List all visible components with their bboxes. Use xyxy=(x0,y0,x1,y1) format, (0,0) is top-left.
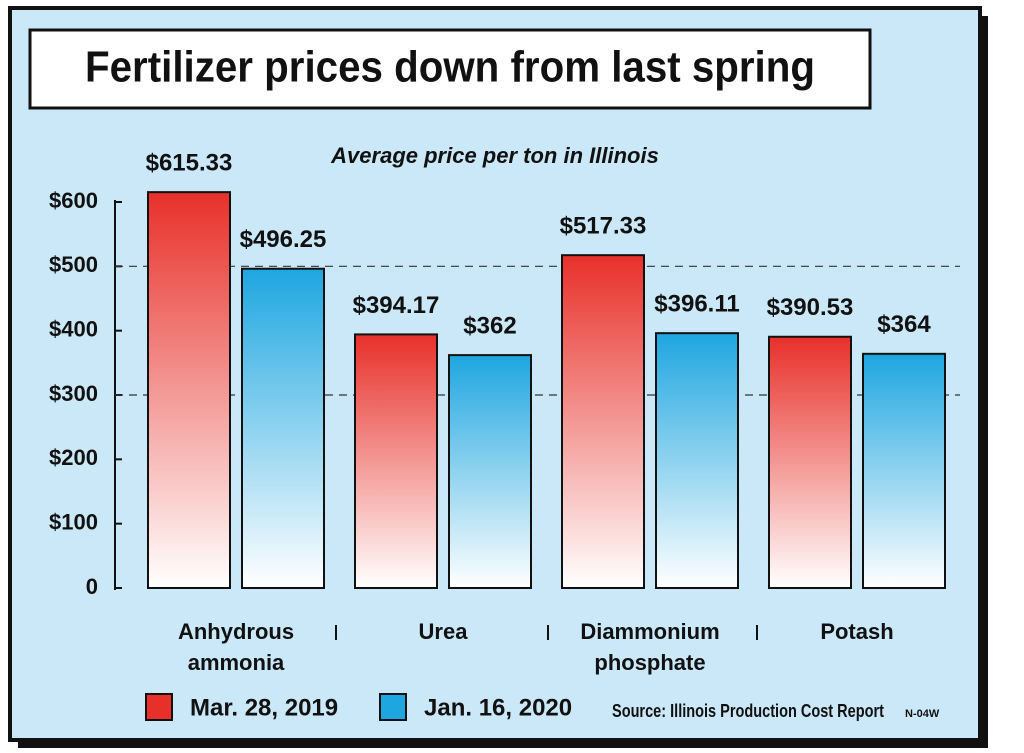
value-label: $390.53 xyxy=(767,294,854,321)
value-label: $615.33 xyxy=(146,149,233,176)
y-tick-label: $400 xyxy=(49,316,98,341)
y-tick-label: 0 xyxy=(86,574,98,599)
x-tick-label: Urea xyxy=(418,619,468,644)
value-label: $396.11 xyxy=(654,291,739,318)
legend-label: Mar. 28, 2019 xyxy=(190,694,338,721)
value-label: $496.25 xyxy=(240,226,327,253)
value-label: $362 xyxy=(463,312,516,339)
bar xyxy=(241,267,325,589)
subtitle: Average price per ton in Illinois xyxy=(330,143,659,168)
bar xyxy=(147,191,231,589)
legend-swatch xyxy=(379,693,407,721)
title-box xyxy=(28,28,872,110)
bar xyxy=(561,254,645,590)
y-tick-label: $100 xyxy=(49,509,98,534)
bar xyxy=(862,352,946,589)
value-label: $394.17 xyxy=(353,292,440,319)
code: N-04W xyxy=(905,708,940,720)
bar xyxy=(448,354,532,590)
source: Source: Illinois Production Cost Report xyxy=(612,701,884,721)
x-tick-label: Diammonium phosphate xyxy=(580,619,720,675)
y-tick-label: $500 xyxy=(49,252,98,277)
value-label: $364 xyxy=(877,311,931,338)
x-tick-label: Anhydrous ammonia xyxy=(177,619,295,675)
bar xyxy=(768,335,852,589)
y-tick-label: $300 xyxy=(49,381,98,406)
y-tick-label: $600 xyxy=(49,188,98,213)
bar xyxy=(655,332,739,589)
legend-swatch xyxy=(145,693,173,721)
bar xyxy=(354,333,438,589)
value-label: $517.33 xyxy=(560,213,647,240)
y-tick-label: $200 xyxy=(49,445,98,470)
x-tick-label: Potash xyxy=(820,619,894,644)
legend-label: Jan. 16, 2020 xyxy=(424,694,572,721)
chart-title: Fertilizer prices down from last spring xyxy=(85,43,815,92)
